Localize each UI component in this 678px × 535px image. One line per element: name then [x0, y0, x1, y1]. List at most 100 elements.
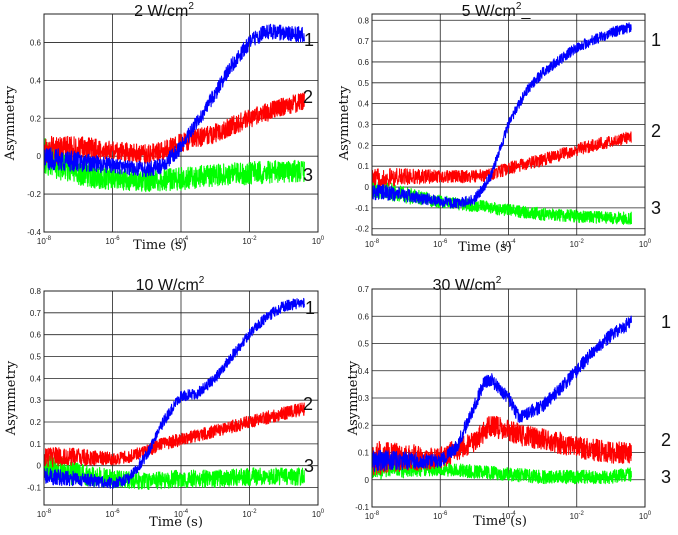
y-tick-label: 0.4: [30, 374, 42, 383]
panel-10w: -0.1 0 0.1 0.2 0.3 0.4 0.5 0.6 0.7 0.8 10-8 10-6 10-…: [0, 265, 339, 535]
series-1-line: [372, 177, 632, 225]
x-axis-label: Time (s): [473, 514, 527, 529]
y-tick-label: 0.1: [358, 162, 370, 171]
series-3-label: 3: [304, 456, 314, 476]
y-axis-label: Asymmetry: [4, 360, 19, 436]
y-tick-label: 0: [365, 476, 370, 485]
y-tick-label: 0.3: [358, 394, 370, 403]
x-tick-label: 10-8: [365, 511, 380, 521]
panel-5w: -0.2 -0.1 0 0.1 0.2 0.3 0.4 0.5 0.6 0.7 0.8 10-8 10-…: [339, 0, 678, 258]
y-tick-label: 0.2: [358, 421, 370, 430]
chart-title: 5 W/cm2_: [462, 1, 532, 20]
y-tick-label: 0.7: [358, 285, 370, 294]
y-tick-label: -0.2: [27, 190, 41, 199]
y-tick-label: 0.2: [358, 141, 370, 150]
series-2-label: 2: [303, 394, 313, 414]
series-3-line: [44, 297, 305, 489]
y-tick-label: 0.6: [30, 331, 42, 340]
x-tick-label: 10-4: [501, 239, 516, 249]
chart-title: 10 W/cm2: [136, 275, 205, 294]
y-tick-label: 0: [37, 462, 42, 471]
series-1-label: 1: [305, 298, 315, 318]
y-tick-label: 0.6: [358, 312, 370, 321]
x-tick-label: 10-2: [242, 236, 257, 246]
series-2-line: [372, 415, 632, 476]
y-tick-label: 0.5: [30, 353, 42, 362]
y-tick-label: -0.1: [27, 484, 41, 493]
x-tick-label: 10-6: [433, 239, 448, 249]
y-tick-label: 0.4: [358, 367, 370, 376]
series-2-label: 2: [651, 121, 661, 141]
y-tick-label: 0.2: [30, 418, 42, 427]
y-axis-label: Asymmetry: [3, 85, 18, 161]
series-3-line: [372, 22, 632, 209]
series-3-line: [372, 315, 632, 472]
y-tick-label: -0.1: [355, 204, 369, 213]
grid: [43, 14, 319, 233]
series-3-line: [44, 23, 305, 178]
plot-frame: [43, 290, 319, 506]
y-tick-label: -0.1: [355, 503, 369, 512]
x-tick-label: 100: [312, 509, 325, 519]
chart-title: 30 W/cm2: [433, 275, 502, 294]
series-2-line: [372, 131, 632, 189]
y-tick-label: 0.6: [358, 58, 370, 67]
y-tick-label: -0.2: [355, 225, 369, 234]
y-tick-label: -0.4: [27, 228, 41, 237]
y-tick-label: 0.7: [30, 309, 42, 318]
x-tick-label: 10-8: [37, 236, 52, 246]
x-tick-label: 10-2: [570, 511, 585, 521]
y-tick-label: 0.1: [358, 449, 370, 458]
x-tick-label: 10-6: [105, 236, 120, 246]
x-tick-label: 100: [312, 236, 325, 246]
series-1-line: [44, 138, 305, 193]
chart-title: 2 W/cm2: [134, 1, 194, 20]
plot-frame: [371, 288, 646, 508]
x-tick-label: 10-2: [570, 239, 585, 249]
chart-30w: -0.1 0 0.1 0.2 0.3 0.4 0.5 0.6 0.7 10-8 10-6 10-4 10…: [346, 275, 671, 529]
x-tick-label: 10-2: [242, 509, 257, 519]
x-tick-label: 10-6: [433, 511, 448, 521]
series-1-label: 1: [304, 30, 314, 50]
series-1-line: [372, 457, 632, 485]
panel-2w: -0.4 -0.2 0 0.2 0.4 0.6 10-8 10-6 10-4 10-2 100 2 W…: [0, 0, 339, 258]
chart-5w: -0.2 -0.1 0 0.1 0.2 0.3 0.4 0.5 0.6 0.7 0.8 10-8 10-…: [339, 1, 661, 255]
series-3-label: 3: [651, 198, 661, 218]
chart-10w: -0.1 0 0.1 0.2 0.3 0.4 0.5 0.6 0.7 0.8 10-8 10-6 10-…: [4, 275, 325, 530]
x-tick-label: 10-6: [105, 509, 120, 519]
panel-30w: -0.1 0 0.1 0.2 0.3 0.4 0.5 0.6 0.7 10-8 10-6 10-4 10…: [339, 265, 678, 535]
y-tick-label: 0.7: [358, 37, 370, 46]
series-2-label: 2: [303, 87, 313, 107]
y-tick-label: 0.3: [358, 121, 370, 130]
series-1-label: 1: [651, 30, 661, 50]
x-axis-label: Time (s): [133, 238, 187, 253]
plot-frame: [371, 13, 646, 236]
y-tick-label: 0.2: [30, 114, 42, 123]
series-3-label: 3: [661, 467, 671, 487]
x-axis-label: Time (s): [149, 515, 203, 530]
y-tick-label: 0.8: [358, 16, 370, 25]
x-tick-label: 100: [639, 511, 652, 521]
x-tick-label: 10-4: [174, 509, 189, 519]
x-tick-label: 10-8: [37, 509, 52, 519]
y-tick-label: 0.5: [358, 340, 370, 349]
y-tick-label: 0.6: [30, 38, 42, 47]
series-1-label: 1: [661, 312, 671, 332]
x-tick-label: 10-4: [174, 236, 189, 246]
chart-2w: -0.4 -0.2 0 0.2 0.4 0.6 10-8 10-6 10-4 10-2 100 2 W…: [3, 1, 325, 253]
y-tick-label: 0: [365, 183, 370, 192]
y-tick-label: 0.5: [358, 79, 370, 88]
y-tick-label: 0: [37, 152, 42, 161]
x-axis-label: Time (s): [458, 240, 512, 255]
y-tick-label: 0.4: [358, 100, 370, 109]
series-2-line: [44, 402, 305, 468]
series-2-label: 2: [661, 430, 671, 450]
y-tick-label: 0.4: [30, 76, 42, 85]
y-tick-label: 0.1: [30, 440, 42, 449]
x-tick-label: 100: [639, 239, 652, 249]
y-tick-label: 0.8: [30, 287, 42, 296]
series-3-label: 3: [303, 165, 313, 185]
y-axis-label: Asymmetry: [339, 85, 352, 161]
y-tick-label: 0.3: [30, 396, 42, 405]
x-tick-label: 10-8: [365, 239, 380, 249]
